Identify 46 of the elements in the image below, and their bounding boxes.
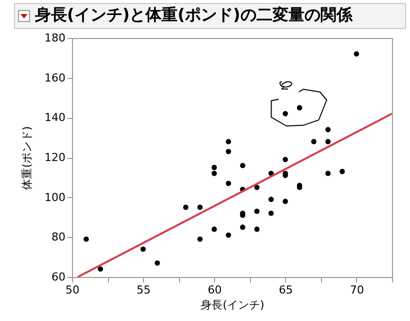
- point: [325, 138, 331, 144]
- point: [154, 260, 160, 266]
- y-tick-label: 160: [44, 71, 66, 84]
- point: [240, 162, 246, 168]
- point: [240, 224, 246, 230]
- point: [282, 198, 288, 204]
- point: [226, 148, 232, 154]
- point: [268, 196, 274, 202]
- point: [254, 184, 260, 190]
- point: [311, 138, 316, 144]
- x-tick-label: 50: [66, 284, 80, 296]
- y-tick-label: 120: [44, 151, 66, 164]
- point: [197, 204, 203, 210]
- point: [268, 210, 274, 216]
- x-axis-title: 身長(インチ): [200, 298, 264, 312]
- point: [325, 126, 331, 132]
- y-tick-label: 100: [44, 190, 66, 204]
- point: [98, 266, 104, 272]
- y-tick-label: 80: [52, 230, 66, 244]
- point: [212, 170, 217, 176]
- point: [84, 236, 89, 242]
- point: [296, 105, 302, 110]
- y-tick-label: 180: [44, 32, 66, 44]
- point: [354, 51, 360, 57]
- x-tick-label: 55: [136, 284, 151, 296]
- y-tick-label: 60: [52, 270, 66, 284]
- point: [183, 204, 188, 210]
- point: [140, 246, 146, 252]
- point: [282, 111, 288, 116]
- point: [197, 236, 203, 242]
- x-tick-label: 65: [278, 284, 293, 296]
- point: [325, 170, 331, 176]
- chart-title: 身長(インチ)と体重(ポンド)の二変量の関係: [35, 5, 352, 26]
- x-tick-label: 70: [350, 284, 364, 296]
- point: [282, 156, 288, 162]
- point: [226, 232, 232, 238]
- point: [212, 164, 217, 170]
- y-axis-title: 体重(ポンド): [20, 126, 34, 190]
- point: [226, 138, 232, 144]
- x-tick-label: 60: [208, 284, 222, 296]
- y-tick-label: 140: [44, 111, 66, 124]
- point: [212, 226, 217, 232]
- point: [340, 168, 345, 174]
- point: [254, 208, 260, 214]
- point: [254, 226, 260, 232]
- point: [226, 180, 232, 186]
